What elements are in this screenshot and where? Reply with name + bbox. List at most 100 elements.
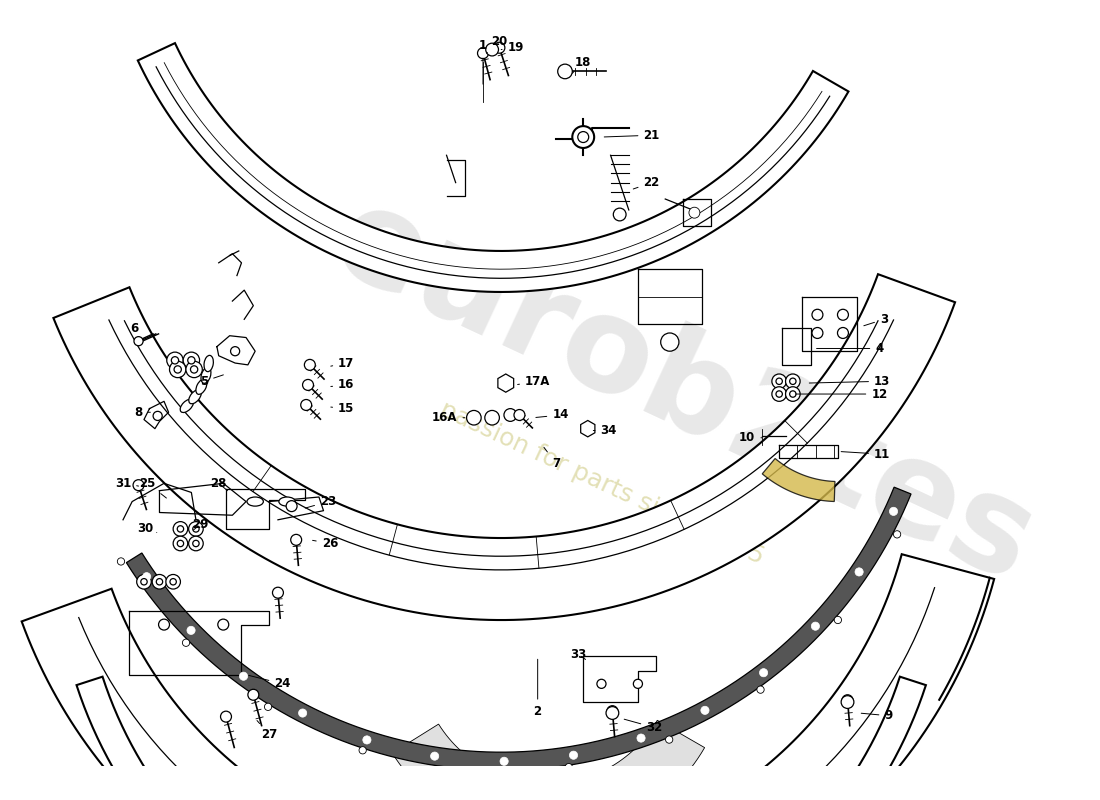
Circle shape <box>166 574 180 589</box>
Circle shape <box>606 706 619 719</box>
Text: 19: 19 <box>502 42 524 54</box>
Circle shape <box>305 359 316 370</box>
Circle shape <box>572 126 594 148</box>
Text: 14: 14 <box>536 409 569 422</box>
Text: 12: 12 <box>795 387 888 401</box>
Circle shape <box>186 362 202 378</box>
Circle shape <box>477 48 488 58</box>
Text: 4: 4 <box>816 342 883 355</box>
Text: 22: 22 <box>634 176 660 189</box>
Circle shape <box>136 574 152 589</box>
Circle shape <box>187 626 195 634</box>
Ellipse shape <box>248 497 263 506</box>
Text: 26: 26 <box>312 537 338 550</box>
Circle shape <box>169 362 186 378</box>
Text: 16: 16 <box>331 378 354 391</box>
Text: 33: 33 <box>571 648 586 661</box>
Circle shape <box>834 616 842 624</box>
Text: 24: 24 <box>249 675 290 690</box>
Circle shape <box>772 374 786 389</box>
Text: 28: 28 <box>210 477 228 490</box>
Circle shape <box>170 578 176 585</box>
Circle shape <box>772 386 786 402</box>
Circle shape <box>192 526 199 532</box>
Circle shape <box>842 696 854 709</box>
Text: 21: 21 <box>604 129 660 142</box>
Text: 2: 2 <box>534 659 541 718</box>
Circle shape <box>661 333 679 351</box>
Polygon shape <box>22 554 994 800</box>
Circle shape <box>812 310 823 320</box>
Circle shape <box>607 706 618 717</box>
Text: passion for parts since 1985: passion for parts since 1985 <box>436 398 768 570</box>
Circle shape <box>188 522 204 536</box>
Text: eurob2tes: eurob2tes <box>314 174 1054 610</box>
Circle shape <box>504 409 517 422</box>
Text: 15: 15 <box>331 402 354 415</box>
Polygon shape <box>393 720 705 800</box>
Circle shape <box>359 746 366 754</box>
Circle shape <box>264 703 272 710</box>
Ellipse shape <box>196 379 207 394</box>
Circle shape <box>689 207 700 218</box>
Circle shape <box>363 736 371 744</box>
Circle shape <box>302 379 313 390</box>
Circle shape <box>240 672 248 680</box>
Text: 3: 3 <box>864 313 888 326</box>
Circle shape <box>134 337 143 346</box>
Circle shape <box>430 752 439 760</box>
Circle shape <box>565 763 572 770</box>
Text: 20: 20 <box>486 35 507 54</box>
Circle shape <box>286 501 297 511</box>
Polygon shape <box>138 43 848 292</box>
Circle shape <box>141 578 147 585</box>
Circle shape <box>192 540 199 546</box>
Circle shape <box>167 352 184 369</box>
Text: 13: 13 <box>810 374 890 388</box>
Circle shape <box>757 686 764 694</box>
Circle shape <box>855 568 864 576</box>
Circle shape <box>231 346 240 356</box>
Circle shape <box>637 734 645 742</box>
Circle shape <box>514 410 525 421</box>
Circle shape <box>500 757 508 766</box>
Circle shape <box>890 507 898 515</box>
Circle shape <box>220 711 231 722</box>
Circle shape <box>790 378 796 385</box>
Circle shape <box>842 694 852 706</box>
Text: 5: 5 <box>200 374 223 388</box>
Circle shape <box>614 208 626 221</box>
Circle shape <box>837 327 848 338</box>
Ellipse shape <box>189 390 201 404</box>
Polygon shape <box>54 274 955 620</box>
Circle shape <box>461 767 469 774</box>
Text: 8: 8 <box>134 406 151 418</box>
Circle shape <box>190 366 198 373</box>
Circle shape <box>298 709 307 717</box>
Circle shape <box>701 706 710 714</box>
Text: 17A: 17A <box>518 374 550 388</box>
Circle shape <box>486 43 498 56</box>
Text: 7: 7 <box>543 447 560 470</box>
Text: 17: 17 <box>331 357 354 370</box>
Circle shape <box>184 352 199 369</box>
Ellipse shape <box>180 399 194 413</box>
Circle shape <box>153 411 162 421</box>
Circle shape <box>560 66 571 77</box>
Circle shape <box>837 310 848 320</box>
Circle shape <box>666 736 673 743</box>
Circle shape <box>578 131 588 142</box>
Circle shape <box>785 386 800 402</box>
Circle shape <box>273 587 284 598</box>
Circle shape <box>759 669 768 677</box>
Text: 25: 25 <box>140 477 166 498</box>
Circle shape <box>173 522 188 536</box>
Circle shape <box>776 378 782 385</box>
Ellipse shape <box>279 497 295 506</box>
Circle shape <box>158 619 169 630</box>
Text: 34: 34 <box>593 424 617 437</box>
Circle shape <box>143 573 151 581</box>
Circle shape <box>172 357 178 364</box>
Text: 1: 1 <box>478 39 487 84</box>
Text: 27: 27 <box>257 721 278 742</box>
